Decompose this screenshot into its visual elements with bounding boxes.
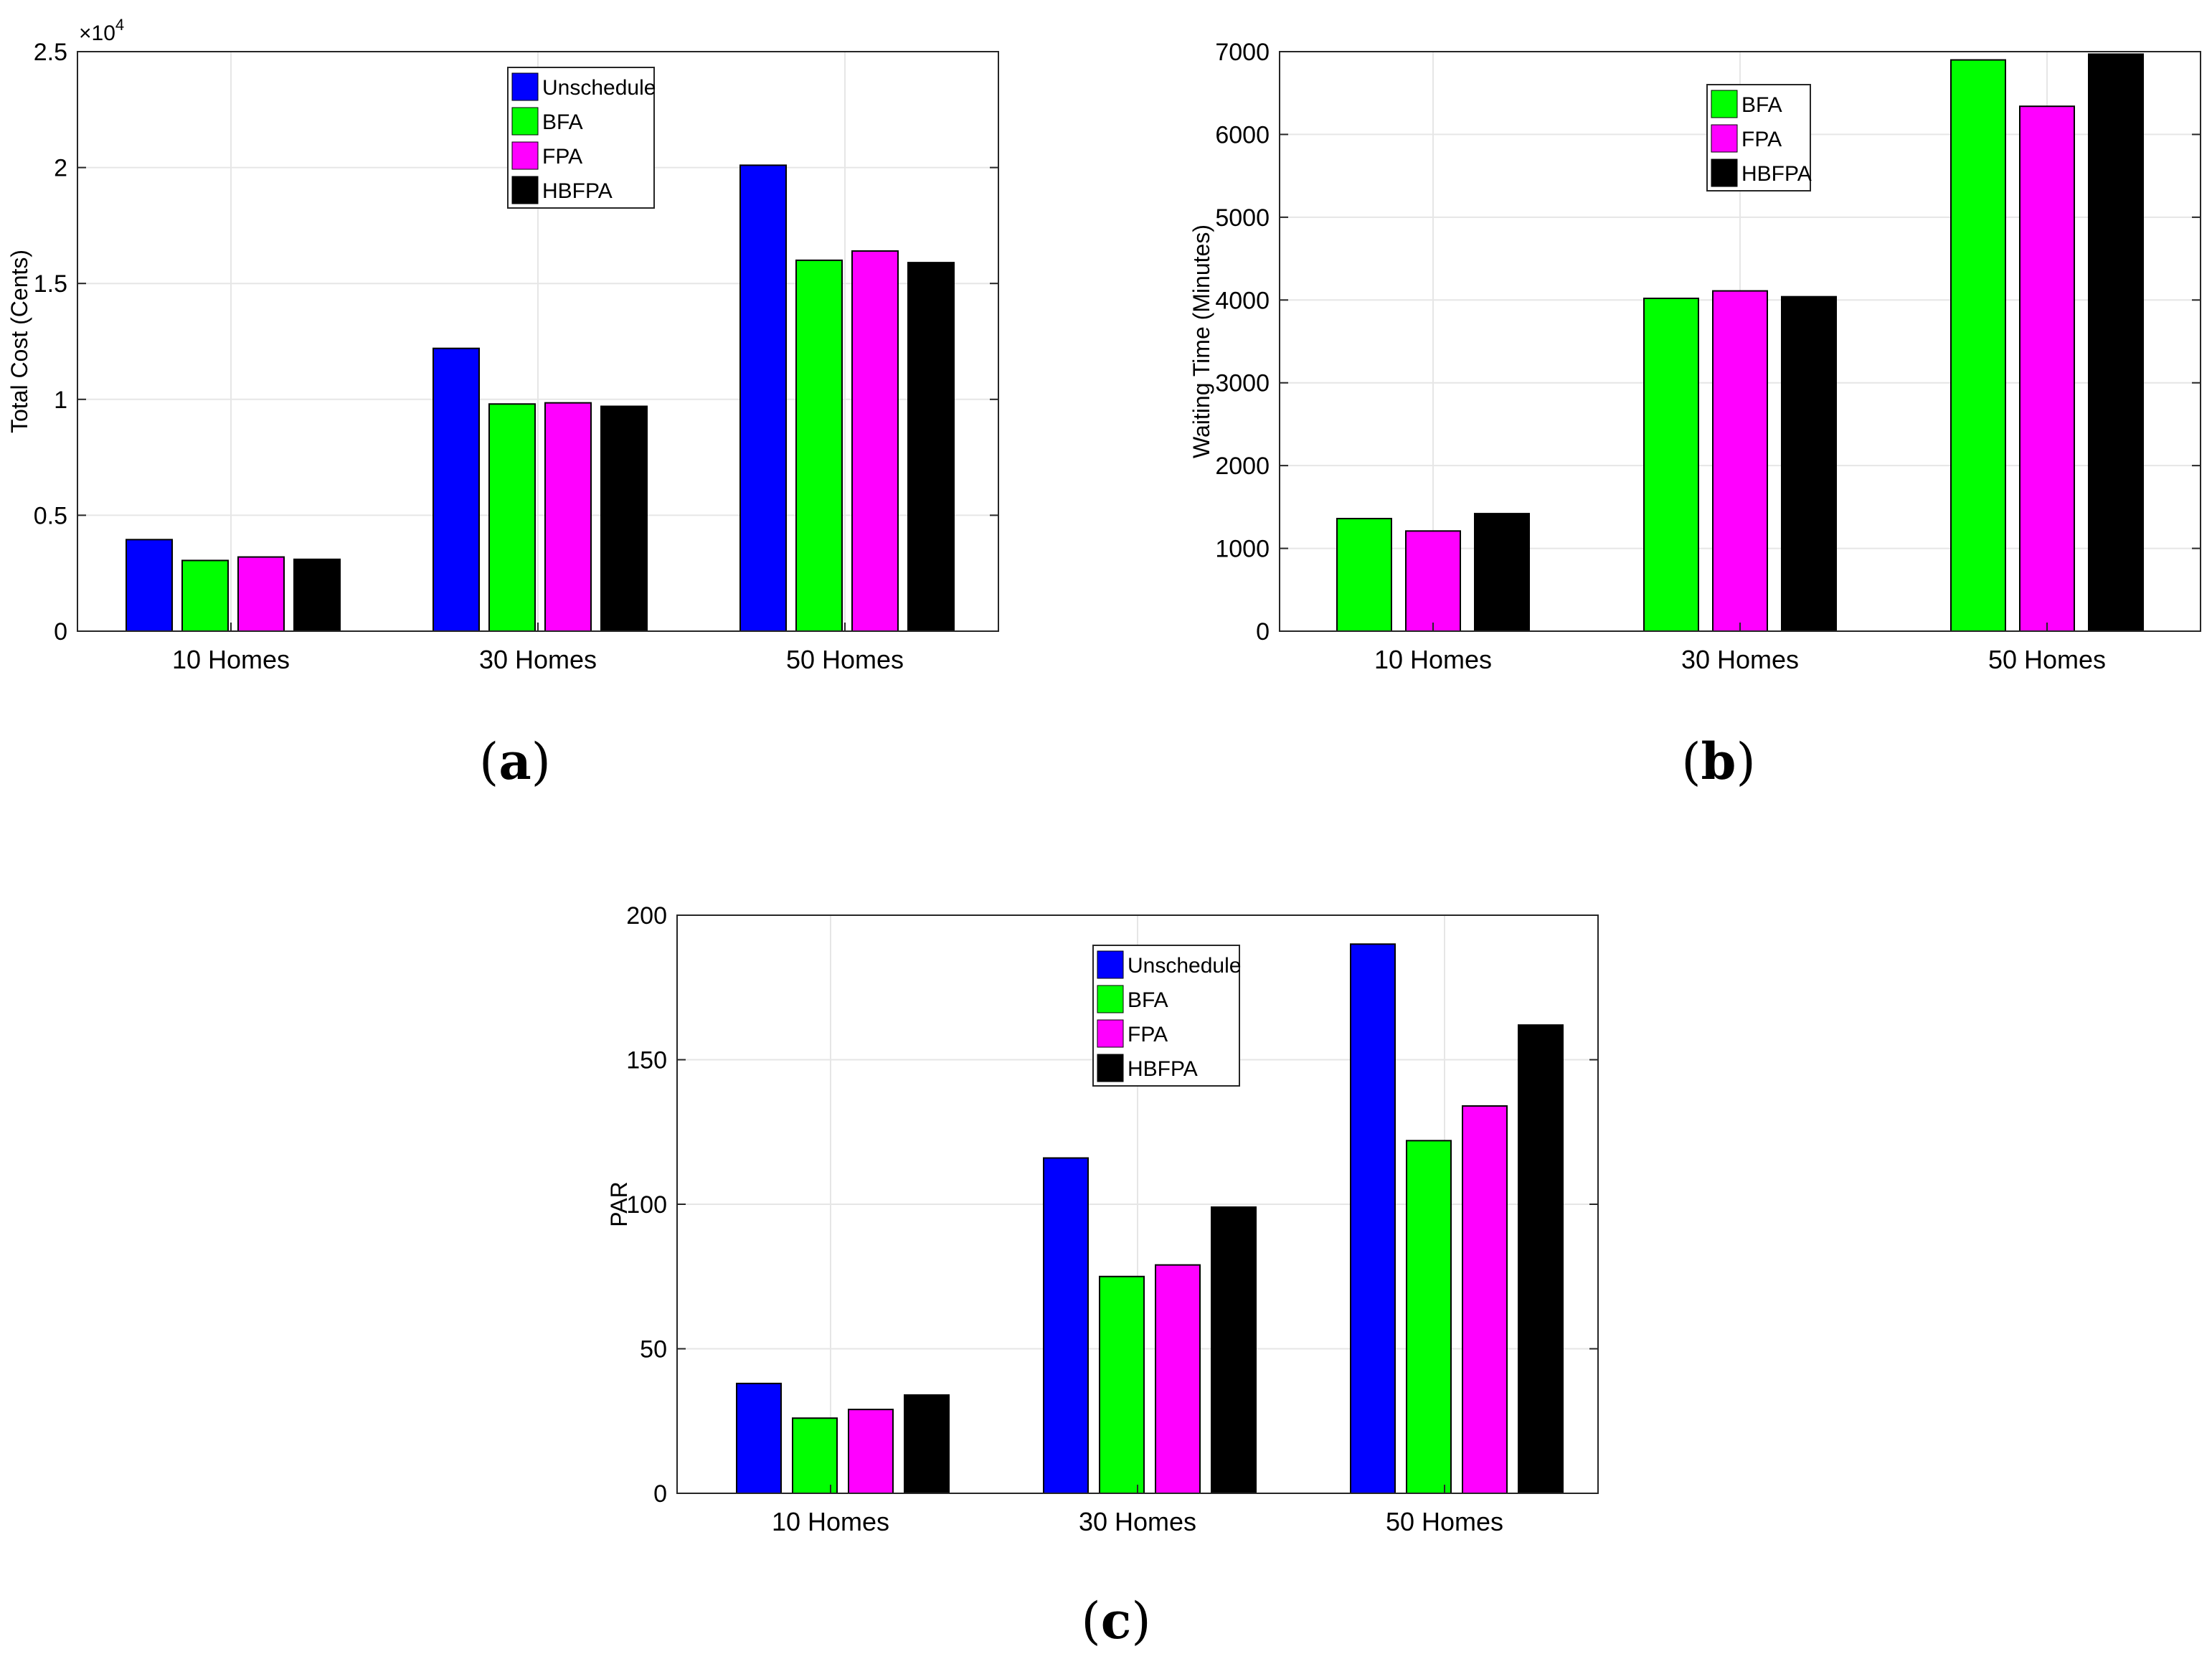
- ytick-label: 1000: [1215, 536, 1270, 563]
- legend-label-fpa: FPA: [1128, 1023, 1168, 1046]
- legend-swatch-bfa: [1711, 90, 1738, 118]
- xtick-label: 30 Homes: [1681, 645, 1799, 674]
- ytick-label: 0.5: [34, 502, 67, 529]
- bar-hbfpa-1: [904, 1394, 950, 1494]
- ytick-label: 6000: [1215, 121, 1270, 148]
- ytick-label: 50: [640, 1336, 667, 1363]
- bar-bfa-3: [795, 259, 843, 632]
- ytick-label: 1: [54, 387, 67, 414]
- legend-swatch-fpa: [1097, 1019, 1124, 1048]
- bar-hbfpa-1: [293, 558, 341, 632]
- ytick-label: 200: [626, 902, 667, 930]
- xtick-label: 10 Homes: [772, 1507, 889, 1536]
- ytick-label: 7000: [1215, 39, 1270, 66]
- bar-fpa-1: [848, 1409, 894, 1495]
- ytick-label: 2: [54, 155, 67, 182]
- ytick-label: 3000: [1215, 370, 1270, 397]
- ytick-label: 5000: [1215, 204, 1270, 232]
- xtick-label: 10 Homes: [172, 645, 290, 674]
- y-axis-label: Total Cost (Cents): [6, 250, 32, 433]
- chart-total-cost: 0 0.5 1 1.5 2 2.5 10 Homes 30 Homes 50 Homes Tota…: [6, 16, 999, 674]
- bar-bfa-3: [1406, 1140, 1452, 1494]
- bar-hbfpa-3: [907, 262, 955, 632]
- bar-bfa-2: [1099, 1275, 1145, 1494]
- bar-bfa-2: [1643, 297, 1699, 632]
- bar-bfa-1: [1336, 518, 1392, 633]
- multiplier-exponent: 4: [115, 16, 124, 34]
- legend-label-bfa: BFA: [1741, 93, 1782, 117]
- multiplier-base: ×10: [79, 22, 115, 45]
- legend-label-unschedule: Unschedule: [1128, 954, 1241, 978]
- legend-label-hbfpa: HBFPA: [542, 179, 613, 203]
- legend-swatch-hbfpa: [1711, 159, 1738, 187]
- y-axis-label: PAR: [606, 1181, 632, 1226]
- ytick-label: 0: [1256, 618, 1270, 646]
- legend-swatch-hbfpa: [1097, 1054, 1124, 1082]
- legend-swatch-fpa: [1711, 124, 1738, 153]
- legend-swatch-hbfpa: [511, 176, 539, 204]
- legend-label-hbfpa: HBFPA: [1741, 162, 1812, 186]
- legend-swatch-fpa: [511, 141, 539, 170]
- ytick-label: 1.5: [34, 270, 67, 298]
- legend-swatch-bfa: [511, 107, 539, 136]
- bar-fpa-3: [851, 250, 899, 632]
- bar-fpa-2: [544, 402, 592, 632]
- bar-unschedule-3: [739, 164, 787, 633]
- bar-fpa-2: [1712, 290, 1768, 632]
- xtick-label: 10 Homes: [1374, 645, 1492, 674]
- ytick-label: 100: [626, 1191, 667, 1219]
- bar-bfa-1: [792, 1417, 838, 1494]
- ytick-label: 2000: [1215, 453, 1270, 480]
- chart-par: 0 50 100 150 200 10 Homes 30 Homes 50 Homes PAR U…: [606, 902, 1599, 1536]
- bar-hbfpa-3: [1518, 1024, 1564, 1494]
- legend-label-unschedule: Unschedule: [542, 76, 656, 100]
- bar-hbfpa-2: [600, 405, 648, 632]
- bar-unschedule-1: [126, 539, 173, 632]
- bar-fpa-3: [2019, 105, 2075, 632]
- xtick-label: 30 Homes: [479, 645, 597, 674]
- bar-hbfpa-1: [1474, 513, 1530, 632]
- bar-bfa-2: [488, 403, 536, 632]
- caption-a: (a): [479, 732, 551, 791]
- bar-bfa-1: [181, 559, 229, 633]
- ytick-label: 4000: [1215, 287, 1270, 314]
- caption-c: (c): [1081, 1591, 1150, 1650]
- ytick-label: 150: [626, 1047, 667, 1074]
- bar-unschedule-3: [1350, 943, 1396, 1495]
- caption-b: (b): [1681, 732, 1756, 791]
- ytick-label: 0: [54, 618, 67, 646]
- bar-unschedule-2: [433, 347, 480, 632]
- legend-label-fpa: FPA: [542, 145, 582, 169]
- bar-fpa-1: [237, 556, 285, 632]
- bar-bfa-3: [1950, 59, 2006, 633]
- bar-hbfpa-2: [1781, 296, 1837, 632]
- xtick-label: 30 Homes: [1079, 1507, 1196, 1536]
- y-axis-label: Waiting Time (Minutes): [1188, 224, 1214, 458]
- ytick-label: 2.5: [34, 39, 67, 66]
- bar-unschedule-1: [736, 1382, 782, 1494]
- legend-label-bfa: BFA: [542, 110, 583, 134]
- bar-unschedule-2: [1043, 1157, 1089, 1495]
- bar-fpa-3: [1462, 1105, 1508, 1494]
- xtick-label: 50 Homes: [786, 645, 904, 674]
- legend-label-hbfpa: HBFPA: [1128, 1057, 1198, 1081]
- bar-fpa-2: [1155, 1264, 1201, 1494]
- legend-swatch-unschedule: [511, 72, 539, 101]
- ytick-label: 0: [653, 1480, 667, 1508]
- bar-hbfpa-3: [2088, 53, 2144, 633]
- legend-label-fpa: FPA: [1741, 128, 1782, 151]
- legend-swatch-bfa: [1097, 985, 1124, 1013]
- legend-swatch-unschedule: [1097, 950, 1124, 979]
- legend-label-bfa: BFA: [1128, 988, 1168, 1012]
- xtick-label: 50 Homes: [1988, 645, 2106, 674]
- bar-fpa-1: [1405, 530, 1461, 632]
- bar-hbfpa-2: [1211, 1206, 1257, 1495]
- y-axis-multiplier: ×104: [79, 16, 124, 45]
- chart-waiting-time: 0 1000 2000 3000 4000 5000 6000 7000 10 Homes 30 …: [1188, 39, 2201, 674]
- xtick-label: 50 Homes: [1386, 1507, 1503, 1536]
